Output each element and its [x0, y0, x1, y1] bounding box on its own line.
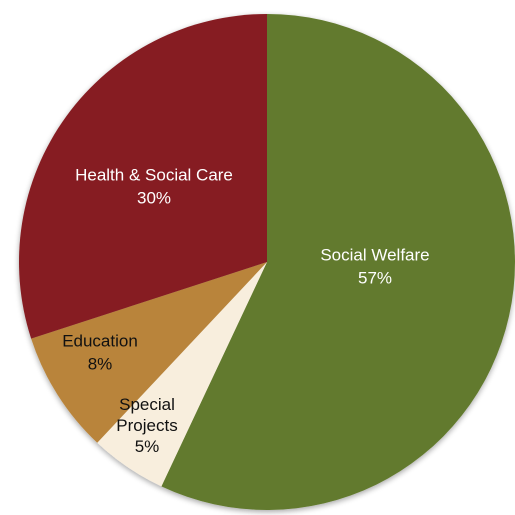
- slice-name-label: Projects: [116, 416, 177, 435]
- slice-label-social-welfare: Social Welfare 57%: [320, 246, 429, 288]
- slice-name-label: Health & Social Care: [75, 166, 233, 185]
- pie-slice-special-projects: [97, 262, 267, 487]
- slice-name-label: Social Welfare: [320, 246, 429, 265]
- slice-value-label: 5%: [135, 437, 160, 456]
- pie-slice-social-welfare: [161, 14, 515, 510]
- slice-label-education: Education 8%: [62, 332, 138, 374]
- slice-label-special-projects: Special Projects 5%: [116, 395, 177, 456]
- slice-value-label: 8%: [88, 355, 113, 374]
- slice-name-label: Education: [62, 332, 138, 351]
- pie-slice-health-and-social-care: [18, 14, 267, 339]
- slice-label-health-and-social-care: Health & Social Care 30%: [75, 166, 233, 208]
- slice-value-label: 30%: [137, 189, 171, 208]
- slice-name-label: Special: [119, 395, 175, 414]
- pie-slice-education: [31, 262, 267, 443]
- slice-value-label: 57%: [358, 269, 392, 288]
